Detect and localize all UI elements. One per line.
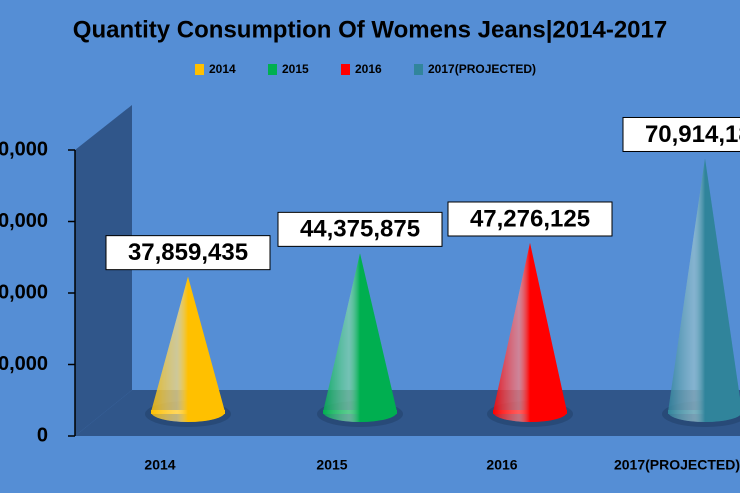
back-wall — [75, 105, 132, 436]
data-label: 70,914,180 — [645, 121, 740, 148]
y-tick-label: 40,000,000 — [0, 281, 48, 303]
data-label-box — [105, 235, 271, 271]
data-label: 44,375,875 — [300, 216, 420, 243]
x-tick-label: 2017(PROJECTED) — [614, 457, 740, 473]
cone-overlay — [668, 158, 740, 422]
cone-overlay — [493, 242, 567, 422]
cone-overlay — [323, 253, 397, 422]
y-tick-label: 60,000,000 — [0, 210, 48, 232]
x-tick-label: 2014 — [144, 457, 175, 473]
legend-swatch — [195, 64, 204, 75]
cone — [493, 242, 567, 422]
data-label-box — [622, 116, 740, 152]
data-label-box — [277, 211, 443, 247]
data-label: 47,276,125 — [470, 205, 590, 232]
cone — [323, 253, 397, 422]
legend-label: 2016 — [355, 62, 382, 76]
cone-overlay — [151, 276, 225, 422]
legend-label: 2017(PROJECTED) — [428, 62, 536, 76]
floor — [75, 390, 740, 436]
legend-label: 2015 — [282, 62, 309, 76]
legend-swatch — [268, 64, 277, 75]
x-tick-label: 2015 — [316, 457, 347, 473]
x-tick-label: 2016 — [486, 457, 517, 473]
data-label-box — [447, 201, 613, 237]
y-tick-label: 80,000,000 — [0, 138, 48, 160]
cone — [151, 276, 225, 422]
y-tick-label: 20,000,000 — [0, 353, 48, 375]
legend-swatch — [341, 64, 350, 75]
chart-title: Quantity Consumption Of Womens Jeans|201… — [73, 16, 667, 43]
legend-label: 2014 — [209, 62, 236, 76]
y-tick-label: 0 — [37, 424, 48, 446]
cone — [668, 158, 740, 422]
data-label: 37,859,435 — [128, 239, 248, 266]
legend-swatch — [414, 64, 423, 75]
